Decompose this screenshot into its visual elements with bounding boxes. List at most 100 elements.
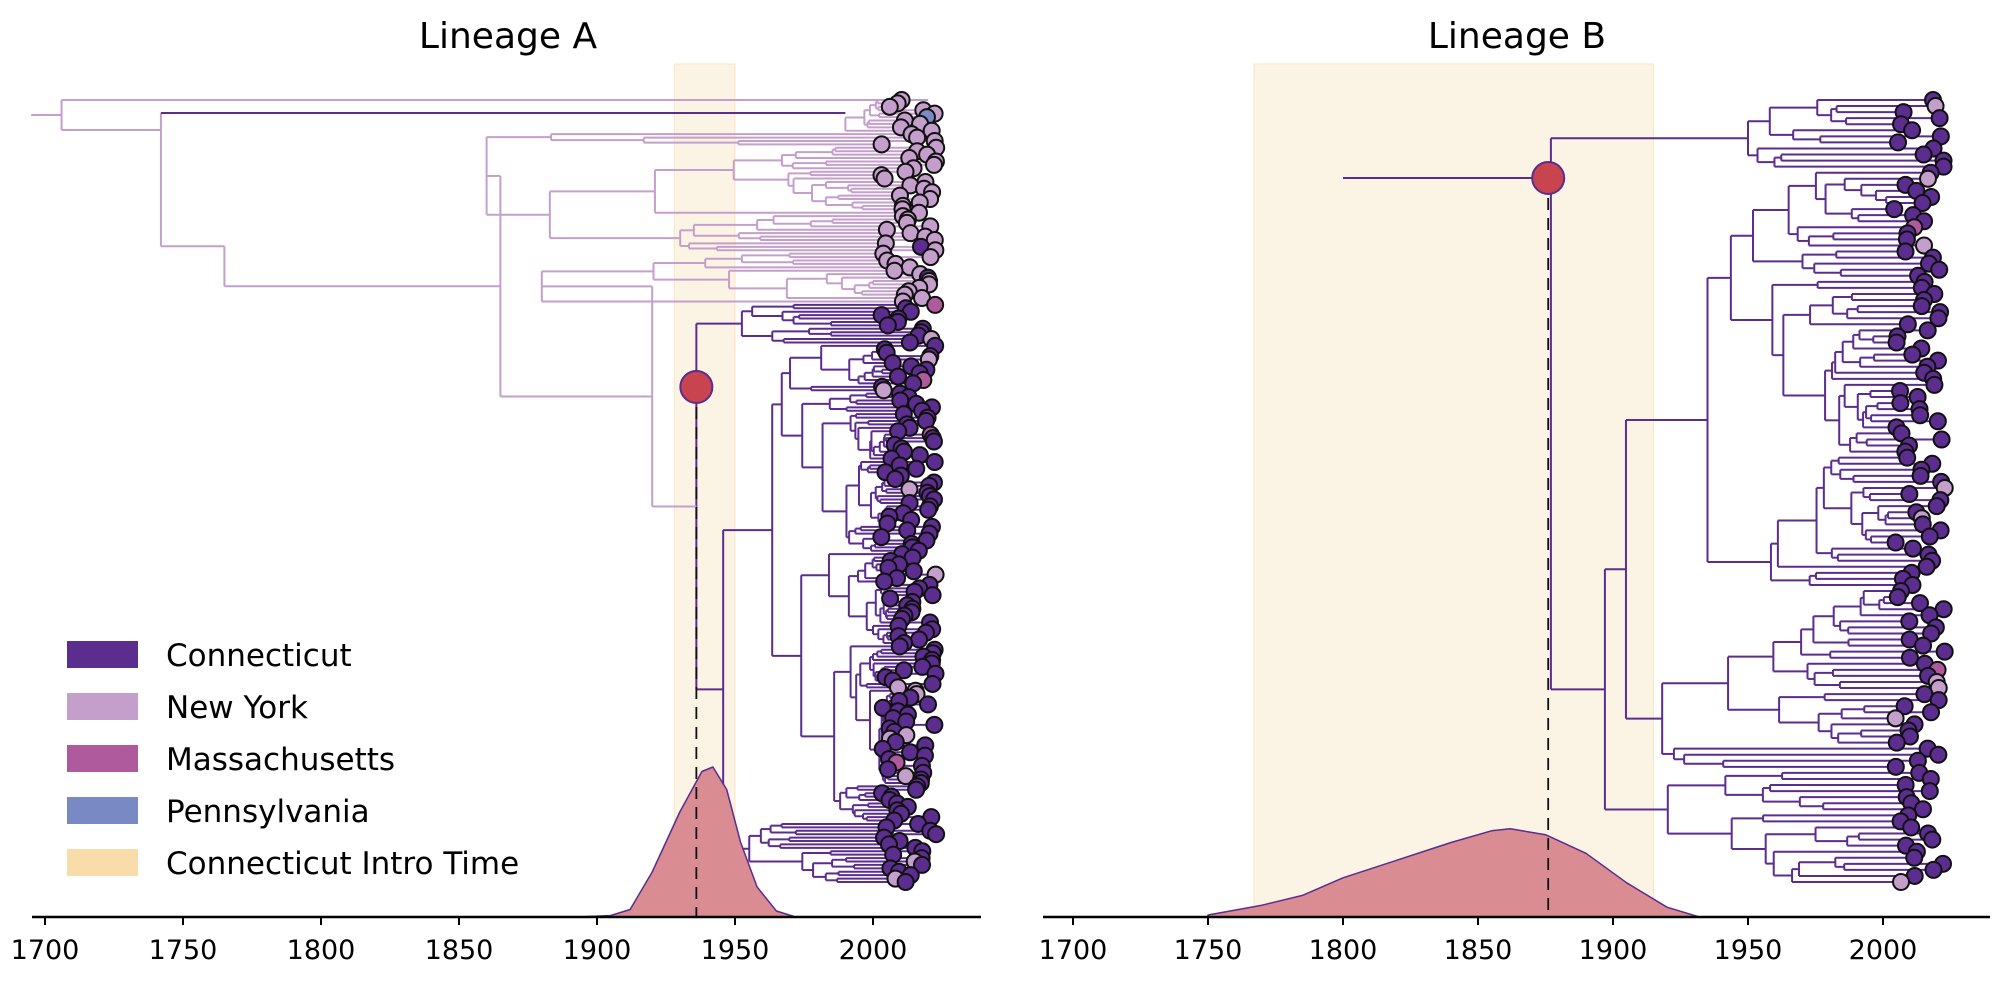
tip-connecticut — [1920, 527, 1939, 546]
tip-new-york — [1919, 169, 1938, 188]
x-tick-label: 1700 — [11, 935, 80, 966]
tip-new-york — [872, 135, 891, 154]
tip-connecticut — [879, 760, 898, 779]
tip-connecticut — [1932, 430, 1951, 449]
tip-new-york — [885, 261, 904, 280]
tip-connecticut — [904, 562, 923, 581]
tip-connecticut — [1912, 297, 1931, 316]
tip-new-york — [901, 224, 920, 243]
tip-connecticut — [1887, 333, 1906, 352]
x-tick-label: 1750 — [149, 935, 218, 966]
tip-connecticut — [1910, 594, 1929, 613]
tip-new-york — [1892, 873, 1911, 891]
tip-massachusetts — [926, 295, 945, 314]
intro-time-density — [576, 766, 797, 918]
tip-connecticut — [1905, 848, 1924, 867]
tip-connecticut — [925, 452, 944, 471]
tip-new-york — [1886, 709, 1905, 728]
intro-time-density — [1207, 828, 1701, 918]
tip-connecticut — [1914, 636, 1933, 655]
legend-label-connecticut: Connecticut — [166, 638, 352, 674]
panel-a-title: Lineage A — [419, 16, 598, 57]
tip-connecticut — [1924, 860, 1943, 879]
tip-connecticut — [872, 528, 891, 547]
tip-connecticut — [901, 743, 920, 762]
tip-connecticut — [1888, 588, 1907, 607]
tip-connecticut — [1918, 321, 1937, 340]
legend-swatch-connecticut — [67, 641, 138, 668]
tip-connecticut — [927, 825, 946, 844]
tip-connecticut — [1929, 745, 1948, 764]
panel-a-foreground: 1700 1750 1800 1850 1900 1950 2000 — [11, 370, 981, 966]
x-tick-label: 1700 — [1039, 935, 1108, 966]
tip-new-york — [921, 248, 940, 267]
tip-new-york — [925, 155, 944, 174]
x-tick-label: 1850 — [425, 935, 494, 966]
x-tick-label: 1950 — [1714, 935, 1783, 966]
panel-b-title: Lineage B — [1428, 16, 1606, 57]
tip-connecticut — [1929, 309, 1948, 328]
tip-connecticut — [1898, 315, 1917, 334]
tip-connecticut — [881, 589, 900, 608]
x-tick-label: 1800 — [1309, 935, 1378, 966]
tip-connecticut — [1886, 533, 1905, 552]
x-tick-label: 1900 — [1579, 935, 1648, 966]
legend-label-massachusetts: Massachusetts — [166, 742, 395, 778]
tip-connecticut — [907, 780, 926, 799]
tip-connecticut — [1898, 448, 1917, 467]
legend: Connecticut New York Massachusetts Penns… — [67, 638, 519, 882]
tip-connecticut — [1887, 733, 1906, 752]
tip-connecticut — [875, 572, 894, 591]
tip-connecticut — [1911, 406, 1930, 425]
tip-connecticut — [1927, 497, 1946, 516]
tip-connecticut — [910, 630, 929, 649]
tip-new-york — [875, 169, 894, 188]
tip-new-york — [880, 97, 899, 116]
legend-swatch-massachusetts — [67, 745, 138, 772]
tip-connecticut — [923, 586, 942, 605]
intro-interval-band — [1253, 63, 1655, 918]
intro-node-marker — [1531, 161, 1566, 195]
tip-connecticut — [1911, 466, 1930, 485]
tip-connecticut — [1900, 485, 1919, 504]
tip-connecticut — [890, 637, 909, 656]
tip-connecticut — [913, 855, 932, 874]
legend-label-pennsylvania: Pennsylvania — [166, 794, 370, 830]
lineage-a-tree — [31, 91, 946, 891]
tip-connecticut — [894, 661, 913, 680]
panel-b-foreground: 1700 1750 1800 1850 1900 1950 2000 — [1039, 161, 1990, 966]
tip-connecticut — [1913, 194, 1932, 213]
tip-connecticut — [1917, 557, 1936, 576]
tip-connecticut — [1925, 375, 1944, 394]
tip-connecticut — [878, 316, 897, 335]
tip-connecticut — [923, 674, 942, 693]
x-tick-label: 2000 — [1849, 935, 1918, 966]
tip-connecticut — [1930, 109, 1949, 128]
legend-label-intro-time: Connecticut Intro Time — [166, 846, 519, 882]
tip-new-york — [1915, 236, 1934, 255]
intro-node-marker — [679, 370, 714, 404]
tip-connecticut — [1923, 830, 1942, 849]
x-tick-label: 1900 — [563, 935, 632, 966]
tip-connecticut — [1922, 703, 1941, 722]
tip-connecticut — [1900, 648, 1919, 667]
tip-connecticut — [889, 367, 908, 386]
tip-connecticut — [1928, 412, 1947, 431]
panel-b-background — [1253, 63, 1655, 918]
tip-connecticut — [1895, 697, 1914, 716]
tip-connecticut — [1896, 242, 1915, 261]
tip-connecticut — [925, 715, 944, 734]
tip-connecticut — [1900, 612, 1919, 631]
tip-connecticut — [1886, 757, 1905, 776]
tip-connecticut — [919, 695, 938, 714]
legend-label-new-york: New York — [166, 690, 308, 726]
tip-connecticut — [1891, 394, 1910, 413]
x-tick-label: 1750 — [1174, 935, 1243, 966]
tip-connecticut — [1885, 200, 1904, 219]
tip-connecticut — [924, 432, 943, 451]
tip-connecticut — [1935, 642, 1954, 661]
legend-swatch-pennsylvania — [67, 797, 138, 824]
tip-connecticut — [896, 873, 915, 891]
legend-swatch-intro-time — [67, 849, 138, 876]
tip-connecticut — [919, 500, 938, 519]
